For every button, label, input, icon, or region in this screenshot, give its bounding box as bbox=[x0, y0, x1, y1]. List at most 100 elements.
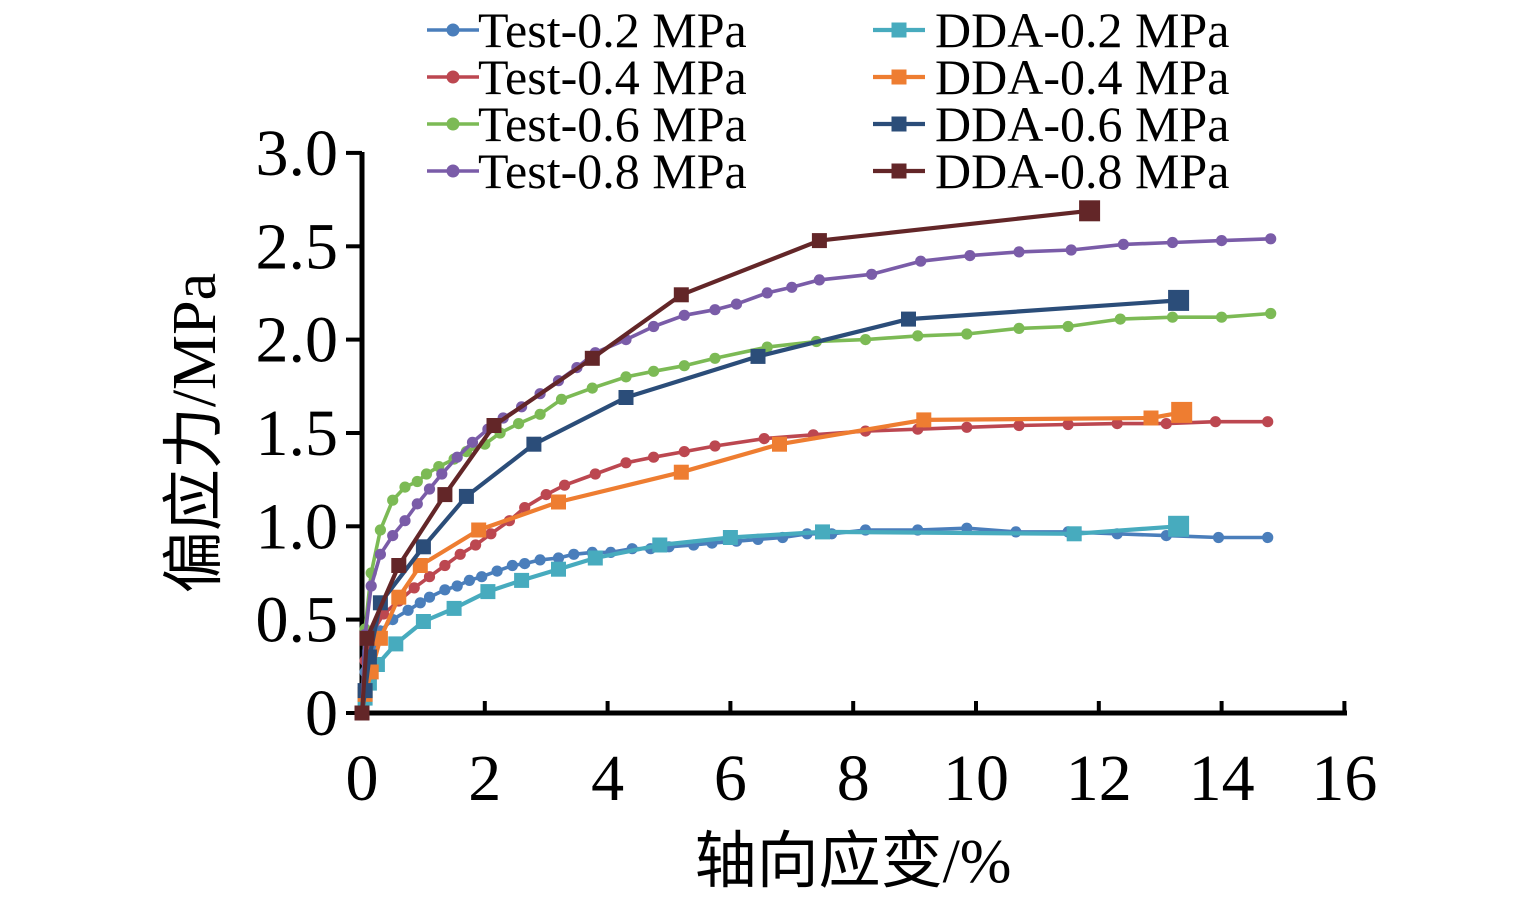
data-point bbox=[912, 330, 924, 342]
data-point bbox=[1262, 531, 1274, 544]
data-point bbox=[587, 550, 603, 566]
data-point bbox=[470, 539, 482, 551]
data-point bbox=[437, 487, 453, 503]
data-point bbox=[513, 418, 525, 430]
data-point bbox=[772, 436, 787, 452]
data-point bbox=[1168, 289, 1190, 311]
legend-item-dda-0-4-mpa: DDA-0.4 MPa bbox=[873, 49, 1229, 105]
data-point bbox=[813, 274, 826, 286]
legend-item-dda-0-2-mpa: DDA-0.2 MPa bbox=[873, 2, 1229, 58]
data-point bbox=[519, 558, 531, 570]
data-point bbox=[1209, 416, 1222, 428]
y-tick-label: 3.0 bbox=[256, 117, 339, 190]
data-point bbox=[1262, 416, 1274, 428]
data-point bbox=[423, 483, 436, 495]
data-point bbox=[446, 600, 462, 616]
data-point bbox=[559, 479, 571, 491]
data-point bbox=[648, 320, 660, 333]
x-tick-label: 12 bbox=[1066, 742, 1132, 815]
data-point bbox=[359, 630, 375, 646]
y-tick-label: 1.0 bbox=[256, 490, 339, 563]
data-point bbox=[480, 584, 496, 600]
data-point bbox=[506, 559, 518, 572]
legend-label: DDA-0.8 MPa bbox=[935, 143, 1229, 199]
data-point bbox=[722, 530, 738, 545]
data-point bbox=[411, 498, 423, 510]
data-point bbox=[1117, 238, 1129, 250]
data-point bbox=[915, 255, 927, 267]
data-point bbox=[451, 451, 463, 463]
data-point bbox=[540, 489, 552, 501]
data-point bbox=[761, 287, 773, 299]
data-point bbox=[387, 530, 399, 542]
legend-label: Test-0.2 MPa bbox=[478, 2, 747, 58]
series-line-test-0-6-mpa bbox=[360, 311, 1273, 715]
data-point bbox=[673, 287, 689, 303]
data-point bbox=[589, 468, 601, 480]
legend-label: Test-0.4 MPa bbox=[478, 49, 747, 105]
data-point bbox=[476, 571, 488, 583]
data-point bbox=[709, 304, 721, 316]
data-point bbox=[365, 580, 377, 592]
data-point bbox=[750, 348, 766, 364]
data-point bbox=[786, 281, 798, 293]
data-point bbox=[1013, 246, 1025, 258]
legend-marker bbox=[891, 116, 907, 132]
data-point bbox=[568, 548, 580, 560]
data-point bbox=[551, 494, 566, 510]
data-point bbox=[709, 440, 721, 452]
data-point bbox=[964, 250, 976, 262]
data-point bbox=[961, 328, 973, 340]
data-point bbox=[399, 515, 411, 527]
data-point bbox=[1216, 311, 1228, 323]
data-point bbox=[391, 558, 407, 573]
data-point bbox=[648, 365, 660, 377]
data-point bbox=[415, 539, 431, 555]
series-test-0-6-mpa bbox=[356, 307, 1277, 719]
data-point bbox=[454, 548, 466, 560]
data-point bbox=[678, 446, 690, 458]
legend-marker bbox=[891, 22, 907, 38]
series-layer bbox=[354, 200, 1277, 721]
legend-marker bbox=[446, 164, 460, 178]
data-point bbox=[1143, 410, 1159, 426]
x-axis-title: 轴向应变/% bbox=[695, 828, 1012, 896]
x-tick-label: 10 bbox=[943, 742, 1009, 815]
data-point bbox=[1212, 531, 1225, 544]
series-line-dda-0-2-mpa bbox=[359, 524, 1181, 716]
data-point bbox=[1013, 419, 1025, 432]
legend-item-test-0-2-mpa: Test-0.2 MPa bbox=[427, 2, 747, 58]
data-point bbox=[648, 451, 660, 463]
legend-marker bbox=[446, 70, 460, 84]
y-tick-label: 2.0 bbox=[256, 304, 339, 377]
data-point bbox=[916, 412, 932, 428]
data-point bbox=[439, 559, 451, 572]
data-point bbox=[408, 582, 420, 594]
series-line-test-0-2-mpa bbox=[360, 526, 1270, 715]
data-point bbox=[423, 571, 436, 583]
legend-item-dda-0-8-mpa: DDA-0.8 MPa bbox=[873, 143, 1229, 199]
data-point bbox=[423, 591, 436, 603]
data-point bbox=[1166, 311, 1179, 323]
data-point bbox=[1062, 418, 1074, 431]
data-point bbox=[534, 554, 546, 566]
series-line-dda-0-4-mpa bbox=[359, 410, 1184, 716]
data-point bbox=[485, 528, 497, 540]
data-point bbox=[388, 636, 404, 652]
y-tick-label: 0.5 bbox=[256, 584, 339, 657]
series-line-dda-0-6-mpa bbox=[359, 298, 1181, 716]
plot-area: 0 0.5 1.0 1.5 2.0 2.5 3.0 0 2 4 6 8 10 12 14 16 bbox=[256, 117, 1378, 815]
data-point bbox=[555, 393, 568, 405]
data-point bbox=[387, 494, 399, 506]
series-dda-0-6-mpa bbox=[354, 289, 1190, 721]
data-point bbox=[1166, 236, 1179, 249]
data-point bbox=[811, 233, 827, 249]
data-point bbox=[412, 558, 428, 573]
data-point bbox=[859, 334, 872, 346]
legend-label: Test-0.8 MPa bbox=[478, 143, 747, 199]
data-point bbox=[526, 436, 542, 452]
data-point bbox=[514, 572, 530, 588]
data-point bbox=[466, 436, 479, 448]
data-point bbox=[815, 524, 830, 540]
data-point bbox=[1265, 233, 1277, 245]
